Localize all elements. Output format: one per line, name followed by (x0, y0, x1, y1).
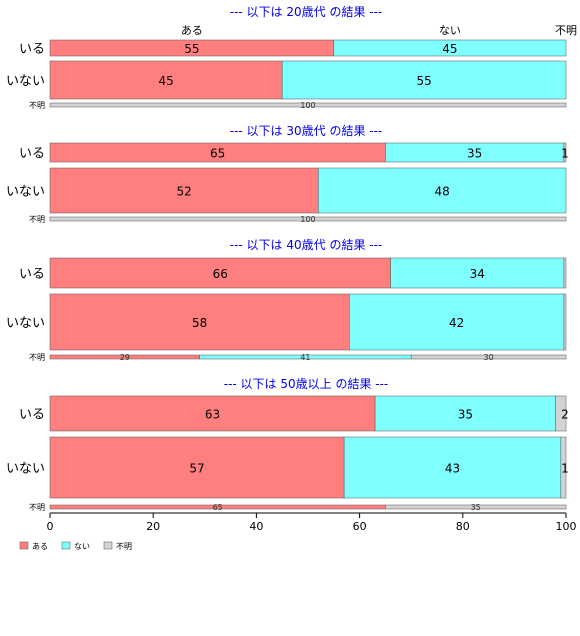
data-label: 52 (177, 185, 192, 199)
data-label: 35 (471, 503, 481, 512)
x-tick-label: 0 (47, 520, 54, 533)
row-label: 不明 (29, 353, 45, 362)
bar-segment-fumei (563, 293, 567, 351)
row-label: いない (6, 74, 45, 89)
data-label: 35 (458, 408, 473, 422)
data-label: 65 (210, 147, 225, 161)
data-label: 29 (120, 353, 130, 362)
bar-segment-fumei (410, 354, 567, 360)
bar-segment-fumei (49, 216, 567, 222)
data-label: 100 (300, 215, 315, 224)
row-label: いる (19, 42, 45, 57)
bar-segment-fumei (560, 436, 567, 499)
bar-segment-nai (343, 436, 562, 499)
data-label: 2 (561, 408, 569, 422)
data-label: 41 (300, 353, 310, 362)
category-heading-fumei: 不明 (555, 24, 577, 37)
panel-title: --- 以下は 20歳代 の結果 --- (230, 5, 383, 19)
bar-segment-nai (333, 39, 567, 57)
bar-segment-nai (318, 167, 567, 214)
data-label: 45 (442, 42, 457, 56)
legend-label-nai: ない (74, 542, 90, 551)
row-label: いない (6, 316, 45, 331)
data-label: 30 (484, 353, 494, 362)
bar-segment-aru (49, 60, 283, 100)
panel-title: --- 以下は 50歳以上 の結果 --- (224, 377, 389, 391)
x-tick-label: 60 (353, 520, 367, 533)
category-heading-aru: ある (181, 24, 203, 37)
bar-segment-fumei (49, 102, 567, 108)
data-label: 45 (158, 74, 173, 88)
bar-segment-aru (49, 436, 345, 499)
legend-swatch-aru (19, 541, 29, 550)
row-label: いる (19, 147, 45, 162)
bar-segment-nai (390, 257, 565, 289)
data-label: 48 (435, 185, 450, 199)
x-tick-label: 80 (456, 520, 470, 533)
panel-title: --- 以下は 40歳代 の結果 --- (230, 238, 383, 252)
category-heading-nai: ない (439, 24, 461, 37)
row-label: いる (19, 408, 45, 423)
x-tick-label: 40 (249, 520, 263, 533)
bar-segment-nai (281, 60, 567, 100)
data-label: 42 (449, 316, 464, 330)
x-tick-label: 20 (146, 520, 160, 533)
legend-label-aru: ある (32, 542, 48, 551)
data-label: 34 (470, 267, 485, 281)
data-label: 35 (467, 147, 482, 161)
bar-segment-fumei (555, 395, 567, 432)
row-label: いない (6, 185, 45, 200)
legend-swatch-nai (61, 541, 71, 550)
row-label: 不明 (29, 503, 45, 512)
bar-segment-fumei (385, 504, 567, 510)
row-label: いない (6, 462, 45, 477)
data-label: 63 (205, 408, 220, 422)
data-label: 66 (213, 267, 228, 281)
bar-segment-fumei (563, 257, 567, 289)
row-label: 不明 (29, 215, 45, 224)
panel-title: --- 以下は 30歳代 の結果 --- (230, 124, 383, 138)
x-tick-label: 100 (556, 520, 577, 533)
legend-swatch-fumei (103, 541, 113, 550)
row-label: 不明 (29, 101, 45, 110)
bar-segment-aru (49, 293, 350, 351)
bar-segment-fumei (563, 142, 567, 163)
legend-label-fumei: 不明 (116, 542, 132, 551)
data-label: 57 (189, 462, 204, 476)
bar-segment-aru (49, 167, 319, 214)
data-label: 1 (561, 147, 569, 161)
bar-segment-nai (349, 293, 565, 351)
data-label: 55 (184, 42, 199, 56)
data-label: 43 (445, 462, 460, 476)
data-label: 58 (192, 316, 207, 330)
data-label: 65 (213, 503, 223, 512)
data-label: 55 (416, 74, 431, 88)
data-label: 100 (300, 101, 315, 110)
data-label: 1 (561, 462, 569, 476)
row-label: いる (19, 267, 45, 282)
bar-segment-nai (374, 395, 556, 432)
